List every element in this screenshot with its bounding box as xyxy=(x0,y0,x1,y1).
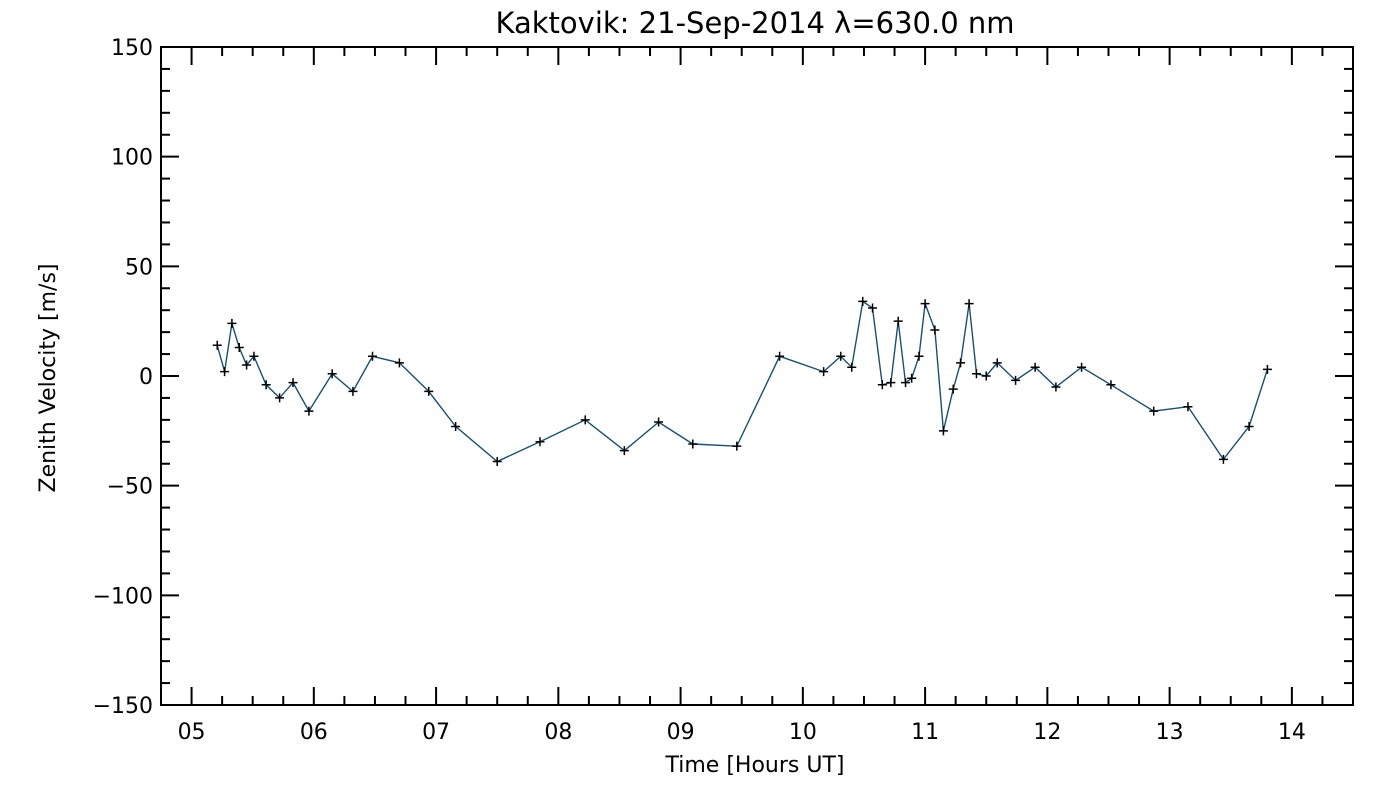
data-point-marker xyxy=(327,369,337,379)
data-point-marker xyxy=(992,358,1002,368)
data-point-marker xyxy=(1030,362,1040,372)
data-point-marker xyxy=(535,437,545,447)
data-point-marker xyxy=(1011,375,1021,385)
x-tick-label: 11 xyxy=(911,720,939,745)
data-point-marker xyxy=(819,367,829,377)
data-point-marker xyxy=(732,441,742,451)
x-tick-label: 05 xyxy=(178,720,206,745)
data-point-marker xyxy=(868,303,878,313)
series-line xyxy=(216,300,1269,463)
data-point-marker xyxy=(964,299,974,309)
data-point-marker xyxy=(275,393,285,403)
plot-area: 05 06 07 08 09 10 11 12 13 14 −150 −100 −50 0 50 100 150 xyxy=(93,36,1354,745)
data-point-marker xyxy=(1149,406,1159,416)
y-tick-label: 150 xyxy=(111,36,153,61)
data-point-marker xyxy=(836,351,846,361)
y-tick-label: 0 xyxy=(139,365,153,390)
data-point-marker xyxy=(858,296,868,306)
plot-frame xyxy=(160,46,1354,706)
data-point-marker xyxy=(893,316,903,326)
data-point-marker xyxy=(901,378,911,388)
y-axis-label: Zenith Velocity [m/s] xyxy=(36,264,61,493)
data-point-marker xyxy=(227,318,237,328)
y-tick-label: −150 xyxy=(93,694,153,719)
data-point-marker xyxy=(956,358,966,368)
chart-title: Kaktovik: 21-Sep-2014 λ=630.0 nm xyxy=(495,6,1014,40)
data-point-marker xyxy=(451,421,461,431)
data-point-marker xyxy=(654,417,664,427)
data-point-marker xyxy=(981,371,991,381)
x-tick-label: 10 xyxy=(789,720,817,745)
data-point-marker xyxy=(775,351,785,361)
data-point-marker xyxy=(580,415,590,425)
data-point-marker xyxy=(249,351,259,361)
y-tick-label: 50 xyxy=(125,255,153,280)
data-point-marker xyxy=(847,362,857,372)
y-tick-label: −100 xyxy=(93,584,153,609)
data-point-marker xyxy=(688,439,698,449)
x-tick-label: 06 xyxy=(300,720,328,745)
data-point-marker xyxy=(877,380,887,390)
data-point-marker xyxy=(1077,362,1087,372)
data-point-marker xyxy=(394,358,404,368)
y-tick-label: 100 xyxy=(111,146,153,171)
data-point-marker xyxy=(619,446,629,456)
data-point-marker xyxy=(914,351,924,361)
data-point-marker xyxy=(492,457,502,467)
data-point-marker xyxy=(212,340,222,350)
data-point-marker xyxy=(242,360,252,370)
x-axis-label: Time [Hours UT] xyxy=(665,753,845,778)
data-point-marker xyxy=(348,386,358,396)
data-point-marker xyxy=(886,378,896,388)
data-point-marker xyxy=(1183,402,1193,412)
y-tick-label: −50 xyxy=(107,475,153,500)
x-tick-label: 08 xyxy=(544,720,572,745)
data-point-marker xyxy=(971,369,981,379)
data-point-marker xyxy=(424,386,434,396)
data-point-marker xyxy=(1051,382,1061,392)
data-point-marker xyxy=(234,342,244,352)
data-point-marker xyxy=(1262,364,1272,374)
x-tick-label: 07 xyxy=(422,720,450,745)
data-point-marker xyxy=(368,351,378,361)
data-point-marker xyxy=(1244,421,1254,431)
data-point-marker xyxy=(220,367,230,377)
x-tick-label: 12 xyxy=(1033,720,1061,745)
data-point-marker xyxy=(930,325,940,335)
data-point-marker xyxy=(1106,380,1116,390)
x-tick-label: 14 xyxy=(1278,720,1306,745)
data-point-marker xyxy=(1218,454,1228,464)
data-point-marker xyxy=(288,378,298,388)
data-point-marker xyxy=(304,406,314,416)
data-point-marker xyxy=(938,426,948,436)
x-tick-label: 09 xyxy=(667,720,695,745)
data-point-marker xyxy=(920,299,930,309)
data-point-marker xyxy=(907,373,917,383)
data-point-marker xyxy=(948,384,958,394)
data-point-marker xyxy=(261,380,271,390)
x-tick-label: 13 xyxy=(1156,720,1184,745)
